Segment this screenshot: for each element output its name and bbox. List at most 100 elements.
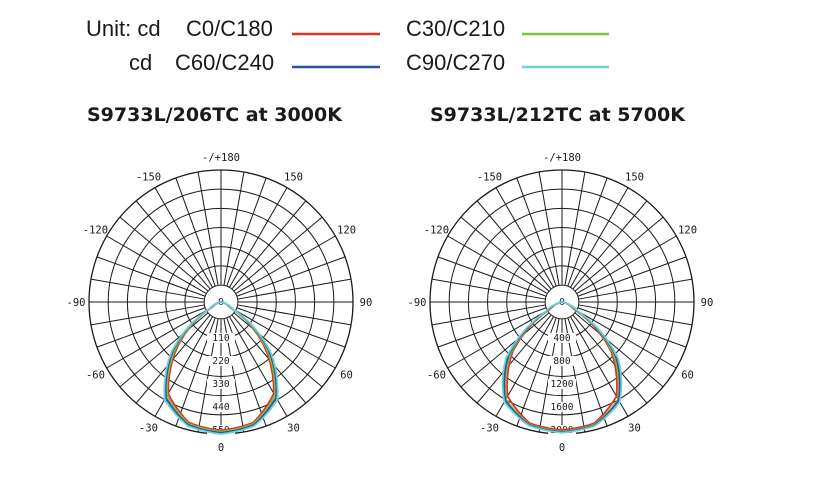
radial-tick-label-bg: [548, 332, 576, 343]
angle-tick-label: -120: [424, 225, 449, 237]
radial-tick-label: 800: [553, 356, 570, 367]
grid-spoke: [90, 278, 205, 300]
angle-tick-label: 90: [360, 297, 373, 309]
grid-spoke: [437, 307, 547, 348]
grid-spoke: [431, 304, 546, 326]
grid-spoke: [236, 307, 346, 348]
grid-spoke: [576, 235, 677, 294]
series-curve-c90-c270: [163, 301, 279, 435]
grid-spoke: [119, 312, 209, 388]
grid-spoke: [577, 256, 687, 297]
angle-tick-label: -60: [86, 370, 105, 382]
grid-spoke: [577, 307, 687, 348]
grid-spoke: [197, 171, 219, 286]
polar-chart-right: 0 30 60 90 120 150 -/+180 -150 -120 -90 -60 -30 400 8…: [408, 152, 714, 454]
grid-spoke: [235, 235, 336, 294]
grid-spoke: [516, 177, 557, 287]
grid-spoke: [233, 312, 323, 388]
angle-tick-label: 0: [218, 442, 224, 454]
radial-tick-label: 220: [212, 356, 229, 367]
radial-tick-label: 1600: [551, 402, 574, 413]
grid-spoke: [90, 304, 205, 326]
grid-spoke: [119, 216, 209, 292]
grid-spoke: [447, 310, 548, 369]
grid-spoke: [576, 310, 677, 369]
angle-tick-label: 30: [628, 423, 641, 435]
radial-tick-label-bg: [548, 355, 576, 366]
grid-spoke: [570, 187, 629, 288]
grid-spoke: [476, 314, 552, 404]
grid-spoke: [578, 278, 693, 300]
grid-spoke: [567, 177, 608, 287]
grid-spoke: [231, 200, 307, 290]
grid-spoke: [564, 171, 586, 286]
angle-tick-label: 60: [340, 370, 353, 382]
radial-tick-label-bg: [207, 355, 235, 366]
grid-spoke: [235, 310, 336, 369]
angle-tick-label: -120: [83, 225, 108, 237]
angle-tick-label: -30: [139, 423, 158, 435]
grid-spoke: [106, 235, 207, 294]
radial-tick-label: 1200: [551, 379, 574, 390]
legend-label-c0: C0/C180: [186, 16, 273, 41]
radial-tick-label: 400: [553, 333, 570, 344]
polar-chart-left: 0 30 60 90 120 150 -/+180 -150 -120 -90 -60 -30 110 2…: [67, 152, 373, 454]
legend-label-c90: C90/C270: [406, 50, 505, 75]
chart-title-left: S9733L/206TC at 3000K: [87, 104, 343, 126]
radial-tick-label: 110: [212, 333, 229, 344]
grid-spoke: [106, 310, 207, 369]
grid-spoke: [447, 235, 548, 294]
legend-label-c30: C30/C210: [406, 16, 505, 41]
angle-tick-label: 150: [625, 171, 644, 183]
angle-tick-label: 120: [337, 225, 356, 237]
grid-spoke: [237, 304, 352, 326]
angle-tick-label: -90: [67, 297, 86, 309]
radial-tick-label-bg: [207, 332, 235, 343]
angle-tick-label: 120: [678, 225, 697, 237]
grid-spoke: [431, 278, 546, 300]
grid-spoke: [96, 307, 206, 348]
angle-tick-label: -30: [480, 423, 499, 435]
radial-tick-label-bg: [207, 401, 235, 412]
angle-tick-label: -150: [136, 171, 161, 183]
grid-spoke: [460, 216, 550, 292]
grid-spoke: [154, 187, 213, 288]
grid-spoke: [226, 177, 267, 287]
angle-tick-label: 0: [559, 442, 565, 454]
grid-spoke: [135, 200, 211, 290]
radial-tick-label: 330: [212, 379, 229, 390]
angle-tick-label: -90: [408, 297, 427, 309]
legend: Unit: cd C0/C180 C30/C210 cd C60/C240 C9…: [86, 16, 609, 75]
grid-spoke: [233, 216, 323, 292]
chart-title-right: S9733L/212TC at 5700K: [430, 104, 686, 126]
series-curve-c90-c270: [501, 301, 623, 434]
angle-tick-label: 60: [681, 370, 694, 382]
angle-tick-label: 150: [284, 171, 303, 183]
grid-spoke: [572, 200, 648, 290]
radial-tick-label-bg: [548, 401, 576, 412]
grid-spoke: [223, 171, 245, 286]
grid-spoke: [437, 256, 547, 297]
angle-tick-label: -60: [427, 370, 446, 382]
grid-spoke: [460, 312, 550, 388]
angle-tick-label: 30: [287, 423, 300, 435]
grid-spoke: [229, 187, 288, 288]
legend-unit-prefix: Unit: cd: [86, 16, 161, 41]
angle-tick-label: -/+180: [202, 152, 240, 164]
grid-spoke: [572, 314, 648, 404]
radial-tick-label-bg: [548, 378, 576, 389]
legend-label-c60: C60/C240: [175, 50, 274, 75]
grid-spoke: [96, 256, 206, 297]
grid-spoke: [538, 171, 560, 286]
legend-cd-prefix: cd: [129, 50, 152, 75]
grid-spoke: [236, 256, 346, 297]
angle-tick-label: -/+180: [543, 152, 581, 164]
angle-tick-label: 90: [701, 297, 714, 309]
grid-spoke: [574, 216, 664, 292]
grid-spoke: [175, 177, 216, 287]
grid-spoke: [578, 304, 693, 326]
radial-tick-label-bg: [207, 378, 235, 389]
angle-tick-label: -150: [477, 171, 502, 183]
grid-spoke: [574, 312, 664, 388]
